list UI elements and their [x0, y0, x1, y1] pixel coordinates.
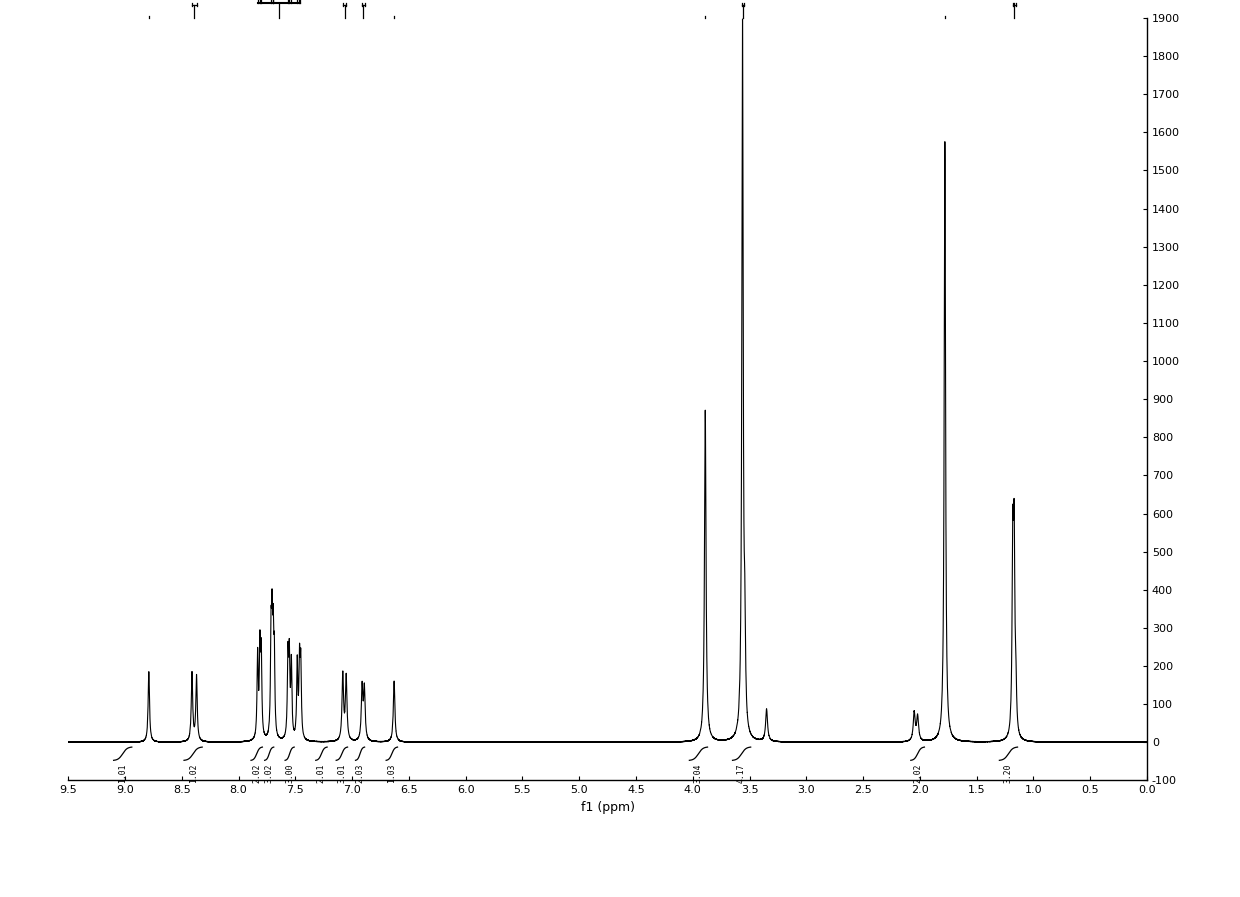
Text: 2.02: 2.02: [252, 763, 262, 783]
Text: 4.17: 4.17: [737, 763, 746, 783]
Text: 2.03: 2.03: [356, 763, 365, 783]
Text: 2.01: 2.01: [317, 763, 326, 783]
Text: 1.03: 1.03: [387, 763, 397, 783]
Text: 3.20: 3.20: [1004, 763, 1013, 783]
Text: 1.01: 1.01: [118, 763, 128, 783]
Text: 1.02: 1.02: [188, 763, 197, 783]
Text: 3.01: 3.01: [337, 763, 346, 783]
Text: 3.04: 3.04: [694, 763, 703, 783]
Text: 3.00: 3.00: [285, 763, 294, 783]
X-axis label: f1 (ppm): f1 (ppm): [580, 801, 635, 814]
Text: 2.02: 2.02: [913, 763, 923, 783]
Text: 3.02: 3.02: [264, 763, 274, 783]
